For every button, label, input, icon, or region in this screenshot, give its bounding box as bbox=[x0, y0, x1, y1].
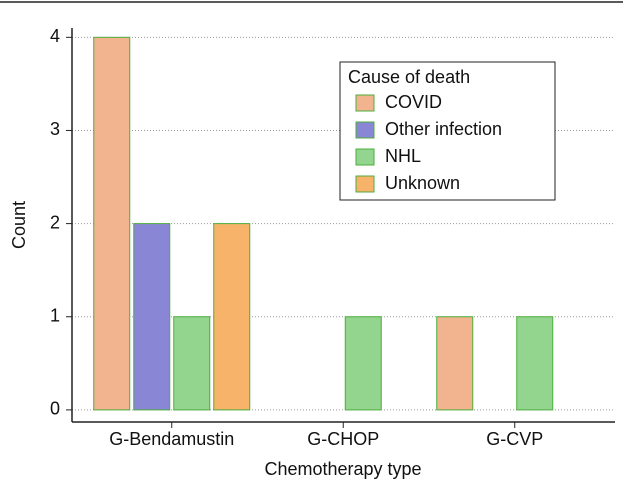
x-tick-label: G-CHOP bbox=[307, 429, 379, 449]
legend-swatch bbox=[355, 121, 375, 139]
legend-swatch bbox=[355, 94, 375, 112]
legend-label: Other infection bbox=[385, 119, 502, 139]
legend-box bbox=[339, 61, 556, 201]
legend-swatch bbox=[355, 175, 375, 193]
legend-label: Unknown bbox=[385, 173, 460, 193]
y-tick-label: 3 bbox=[50, 119, 60, 139]
legend-swatch bbox=[355, 148, 375, 166]
y-tick-label: 0 bbox=[50, 399, 60, 419]
bar bbox=[133, 223, 171, 411]
bar bbox=[93, 36, 131, 411]
x-tick-label: G-CVP bbox=[486, 429, 543, 449]
bar bbox=[213, 223, 251, 411]
y-tick-label: 1 bbox=[50, 305, 60, 325]
legend-label: NHL bbox=[385, 146, 421, 166]
bar bbox=[173, 316, 211, 411]
y-tick-label: 4 bbox=[50, 26, 60, 46]
bar bbox=[344, 316, 382, 411]
y-axis-label: Count bbox=[9, 201, 29, 249]
bar bbox=[436, 316, 474, 411]
legend-title: Cause of death bbox=[348, 67, 470, 87]
x-tick-label: G-Bendamustin bbox=[109, 429, 234, 449]
bar bbox=[516, 316, 554, 411]
x-axis-label: Chemotherapy type bbox=[264, 459, 421, 479]
y-tick-label: 2 bbox=[50, 212, 60, 232]
legend-label: COVID bbox=[385, 92, 442, 112]
